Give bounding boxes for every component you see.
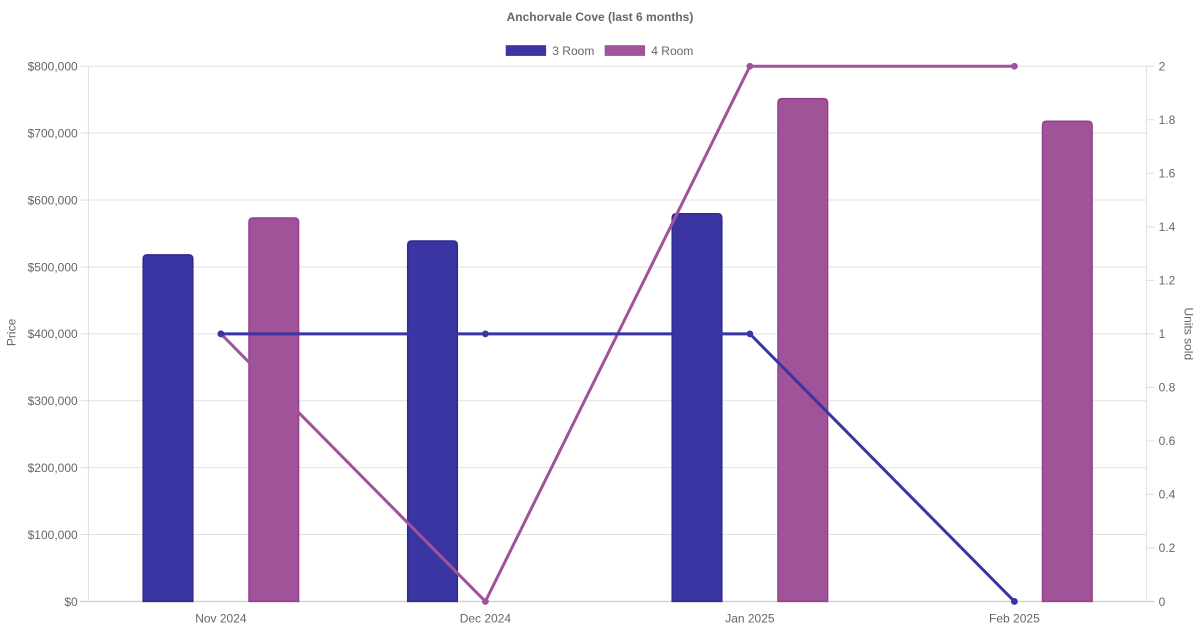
svg-text:$300,000: $300,000	[28, 394, 78, 408]
svg-text:1.4: 1.4	[1159, 220, 1176, 234]
svg-text:$200,000: $200,000	[28, 461, 78, 475]
svg-text:$800,000: $800,000	[28, 60, 78, 74]
svg-text:4 Room: 4 Room	[651, 44, 693, 58]
svg-text:$600,000: $600,000	[28, 193, 78, 207]
svg-text:$100,000: $100,000	[28, 528, 78, 542]
svg-text:Units sold: Units sold	[1181, 307, 1195, 360]
svg-text:0.4: 0.4	[1159, 488, 1176, 502]
svg-text:1: 1	[1159, 327, 1166, 341]
svg-text:$0: $0	[64, 595, 78, 609]
svg-text:Dec 2024: Dec 2024	[460, 612, 512, 626]
svg-text:1.6: 1.6	[1159, 167, 1176, 181]
svg-text:$500,000: $500,000	[28, 260, 78, 274]
svg-text:$700,000: $700,000	[28, 126, 78, 140]
svg-text:$400,000: $400,000	[28, 327, 78, 341]
svg-text:0: 0	[1159, 595, 1166, 609]
svg-text:Price: Price	[4, 318, 18, 346]
svg-text:1.8: 1.8	[1159, 113, 1176, 127]
svg-text:Feb 2025: Feb 2025	[989, 612, 1040, 626]
svg-text:2: 2	[1159, 60, 1166, 74]
svg-text:0.8: 0.8	[1159, 381, 1176, 395]
svg-text:0.2: 0.2	[1159, 541, 1176, 555]
svg-text:1.2: 1.2	[1159, 274, 1176, 288]
svg-text:0.6: 0.6	[1159, 434, 1176, 448]
svg-text:Nov 2024: Nov 2024	[195, 612, 247, 626]
svg-text:3 Room: 3 Room	[552, 44, 594, 58]
svg-text:Anchorvale Cove (last 6 months: Anchorvale Cove (last 6 months)	[507, 10, 694, 24]
svg-text:Jan 2025: Jan 2025	[725, 612, 775, 626]
